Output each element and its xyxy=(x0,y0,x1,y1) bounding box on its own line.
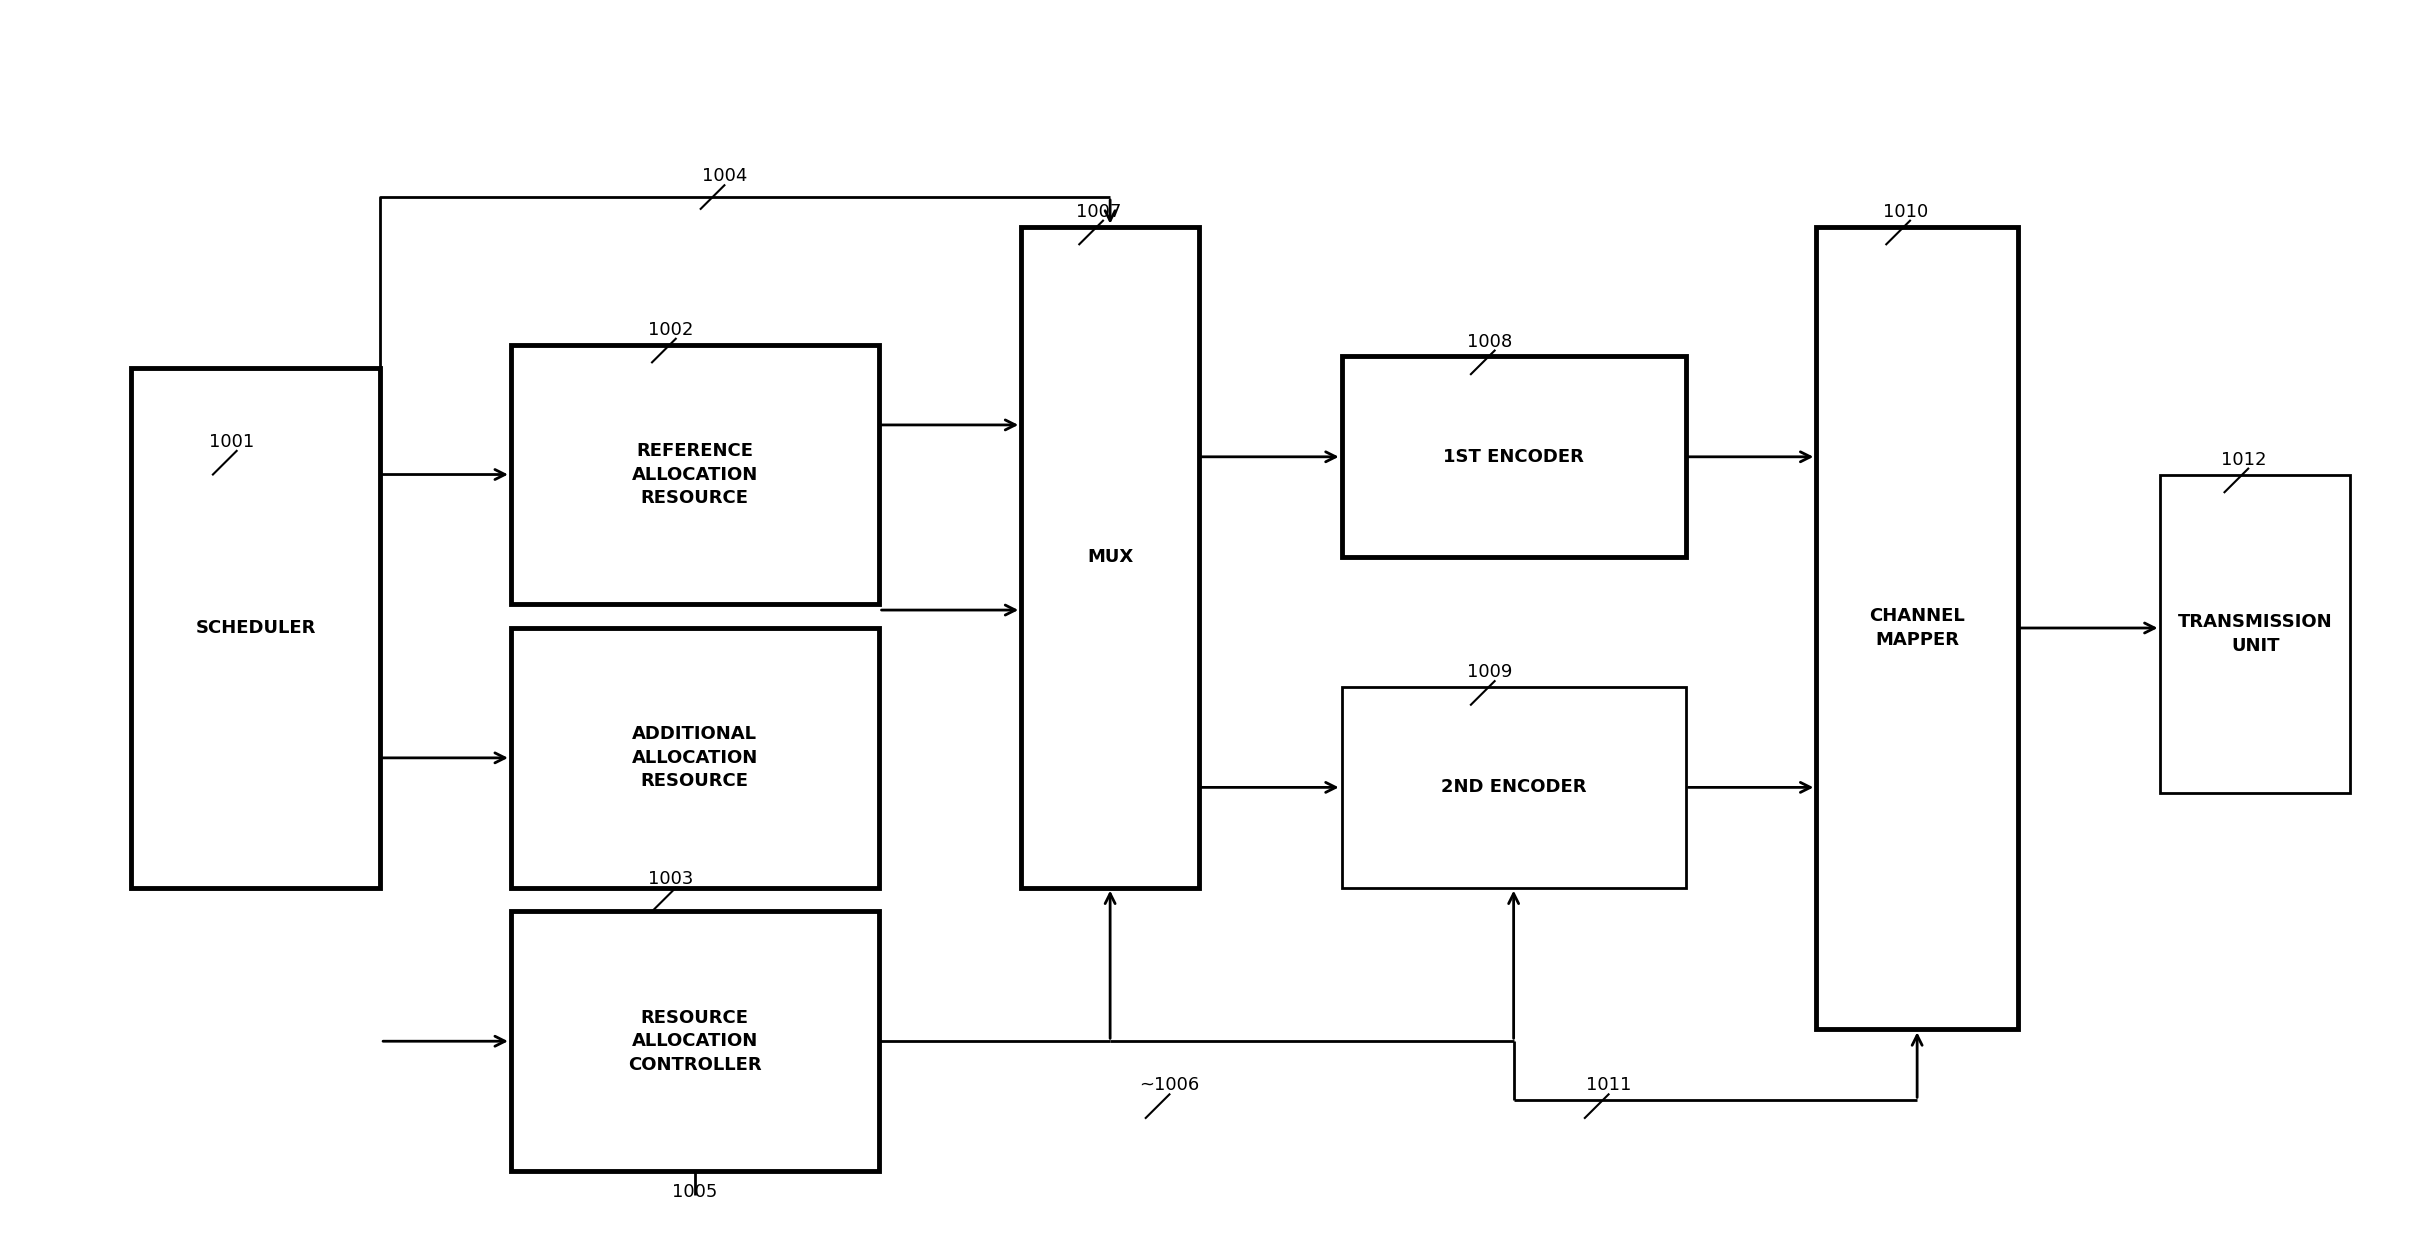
Bar xyxy=(511,912,879,1171)
Text: 2ND ENCODER: 2ND ENCODER xyxy=(1441,779,1586,796)
Text: 1012: 1012 xyxy=(2221,451,2267,468)
Text: 1007: 1007 xyxy=(1075,202,1121,221)
Text: 1001: 1001 xyxy=(208,433,254,451)
Text: 1002: 1002 xyxy=(649,320,693,339)
Text: 1010: 1010 xyxy=(1882,202,1928,221)
Text: 1ST ENCODER: 1ST ENCODER xyxy=(1444,448,1584,466)
Text: CHANNEL
MAPPER: CHANNEL MAPPER xyxy=(1870,607,1964,649)
Text: MUX: MUX xyxy=(1087,548,1133,566)
Bar xyxy=(1342,687,1686,888)
Text: 1011: 1011 xyxy=(1586,1076,1632,1094)
Bar xyxy=(131,368,380,888)
Bar xyxy=(1816,226,2018,1030)
Text: TRANSMISSION
UNIT: TRANSMISSION UNIT xyxy=(2177,613,2332,654)
Bar xyxy=(1342,357,1686,558)
Text: 1008: 1008 xyxy=(1468,333,1511,350)
Text: ~1006: ~1006 xyxy=(1138,1076,1199,1094)
Bar xyxy=(1022,226,1199,888)
Text: 1003: 1003 xyxy=(649,869,693,888)
Text: REFERENCE
ALLOCATION
RESOURCE: REFERENCE ALLOCATION RESOURCE xyxy=(632,442,758,507)
Text: SCHEDULER: SCHEDULER xyxy=(196,619,315,637)
Bar xyxy=(511,344,879,604)
Bar xyxy=(2160,475,2349,794)
Text: ADDITIONAL
ALLOCATION
RESOURCE: ADDITIONAL ALLOCATION RESOURCE xyxy=(632,725,758,790)
Text: 1009: 1009 xyxy=(1468,663,1514,681)
Bar xyxy=(511,628,879,888)
Text: 1004: 1004 xyxy=(702,167,746,185)
Text: RESOURCE
ALLOCATION
CONTROLLER: RESOURCE ALLOCATION CONTROLLER xyxy=(627,1009,761,1074)
Text: 1005: 1005 xyxy=(671,1183,717,1201)
